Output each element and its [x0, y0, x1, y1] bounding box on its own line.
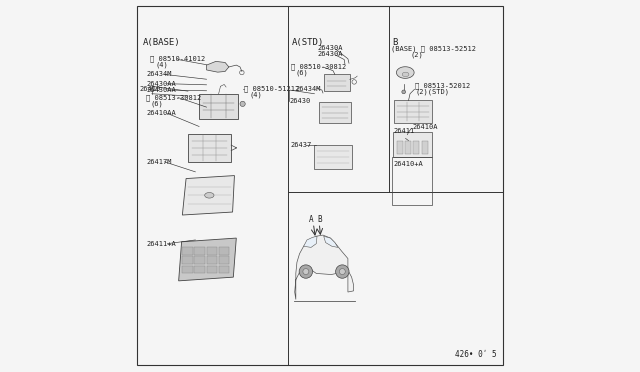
Bar	[195, 256, 205, 264]
Circle shape	[339, 269, 346, 275]
Bar	[207, 266, 217, 273]
Text: 26430A: 26430A	[317, 45, 342, 51]
Text: Ⓢ 08513-52012: Ⓢ 08513-52012	[415, 82, 470, 89]
Text: B: B	[317, 215, 321, 224]
Text: Ⓢ 08510-41012: Ⓢ 08510-41012	[150, 55, 205, 62]
Ellipse shape	[205, 193, 214, 198]
Bar	[182, 266, 193, 273]
FancyBboxPatch shape	[314, 145, 351, 169]
Bar	[219, 256, 229, 264]
Text: (4): (4)	[156, 61, 168, 68]
Bar	[195, 266, 205, 273]
Text: 26430AA: 26430AA	[147, 81, 176, 87]
Bar	[195, 247, 205, 255]
Text: 26437: 26437	[291, 142, 312, 148]
Text: 26430A: 26430A	[317, 51, 342, 57]
FancyBboxPatch shape	[319, 102, 351, 123]
Text: 26410: 26410	[140, 86, 161, 92]
Text: Ⓢ 08513-30812: Ⓢ 08513-30812	[147, 94, 202, 101]
Text: 26411+A: 26411+A	[147, 241, 176, 247]
Text: 426• 0ʹ 5: 426• 0ʹ 5	[455, 350, 497, 359]
Circle shape	[335, 265, 349, 278]
Bar	[182, 247, 193, 255]
Bar	[182, 256, 193, 264]
Text: (4): (4)	[250, 91, 262, 98]
Text: A(STD): A(STD)	[292, 38, 324, 47]
Text: (BASE) Ⓢ 08513-52512: (BASE) Ⓢ 08513-52512	[392, 45, 476, 52]
Polygon shape	[207, 61, 229, 72]
FancyBboxPatch shape	[199, 94, 238, 119]
Text: 26434M: 26434M	[296, 86, 321, 92]
Bar	[392, 157, 432, 205]
Bar	[397, 141, 403, 154]
Circle shape	[240, 101, 245, 106]
Polygon shape	[303, 236, 317, 247]
Text: 26410AA: 26410AA	[147, 110, 176, 116]
Bar	[413, 141, 419, 154]
Circle shape	[303, 269, 309, 275]
Ellipse shape	[402, 72, 409, 77]
Text: A(BASE): A(BASE)	[143, 38, 181, 47]
Polygon shape	[396, 67, 414, 78]
Bar	[207, 247, 217, 255]
Text: A: A	[308, 215, 314, 224]
Text: 26411: 26411	[394, 128, 415, 134]
Text: Ⓢ 08510-30812: Ⓢ 08510-30812	[291, 64, 346, 70]
Text: 26430: 26430	[289, 98, 311, 104]
Polygon shape	[179, 238, 236, 281]
Text: 26417M: 26417M	[147, 159, 172, 165]
FancyBboxPatch shape	[392, 132, 431, 157]
FancyBboxPatch shape	[394, 100, 431, 123]
Text: (6): (6)	[151, 100, 163, 107]
Bar	[219, 247, 229, 255]
Bar	[422, 141, 428, 154]
Text: (2): (2)	[410, 52, 423, 58]
Text: Ⓢ 08510-51212: Ⓢ 08510-51212	[244, 85, 299, 92]
Bar	[405, 141, 411, 154]
Text: 26430AA: 26430AA	[147, 87, 176, 93]
Polygon shape	[294, 235, 353, 299]
FancyBboxPatch shape	[324, 74, 349, 91]
Circle shape	[402, 90, 406, 94]
Text: (2)(STD): (2)(STD)	[415, 88, 449, 95]
Bar	[207, 256, 217, 264]
Bar	[219, 266, 229, 273]
Text: 26410+A: 26410+A	[394, 161, 423, 167]
Text: B: B	[392, 38, 398, 47]
Circle shape	[299, 265, 312, 278]
Text: (6): (6)	[296, 70, 308, 76]
Polygon shape	[324, 236, 338, 247]
Polygon shape	[182, 176, 234, 215]
FancyBboxPatch shape	[188, 134, 231, 162]
Text: 26410A: 26410A	[412, 124, 438, 130]
Text: 26434M: 26434M	[147, 71, 172, 77]
